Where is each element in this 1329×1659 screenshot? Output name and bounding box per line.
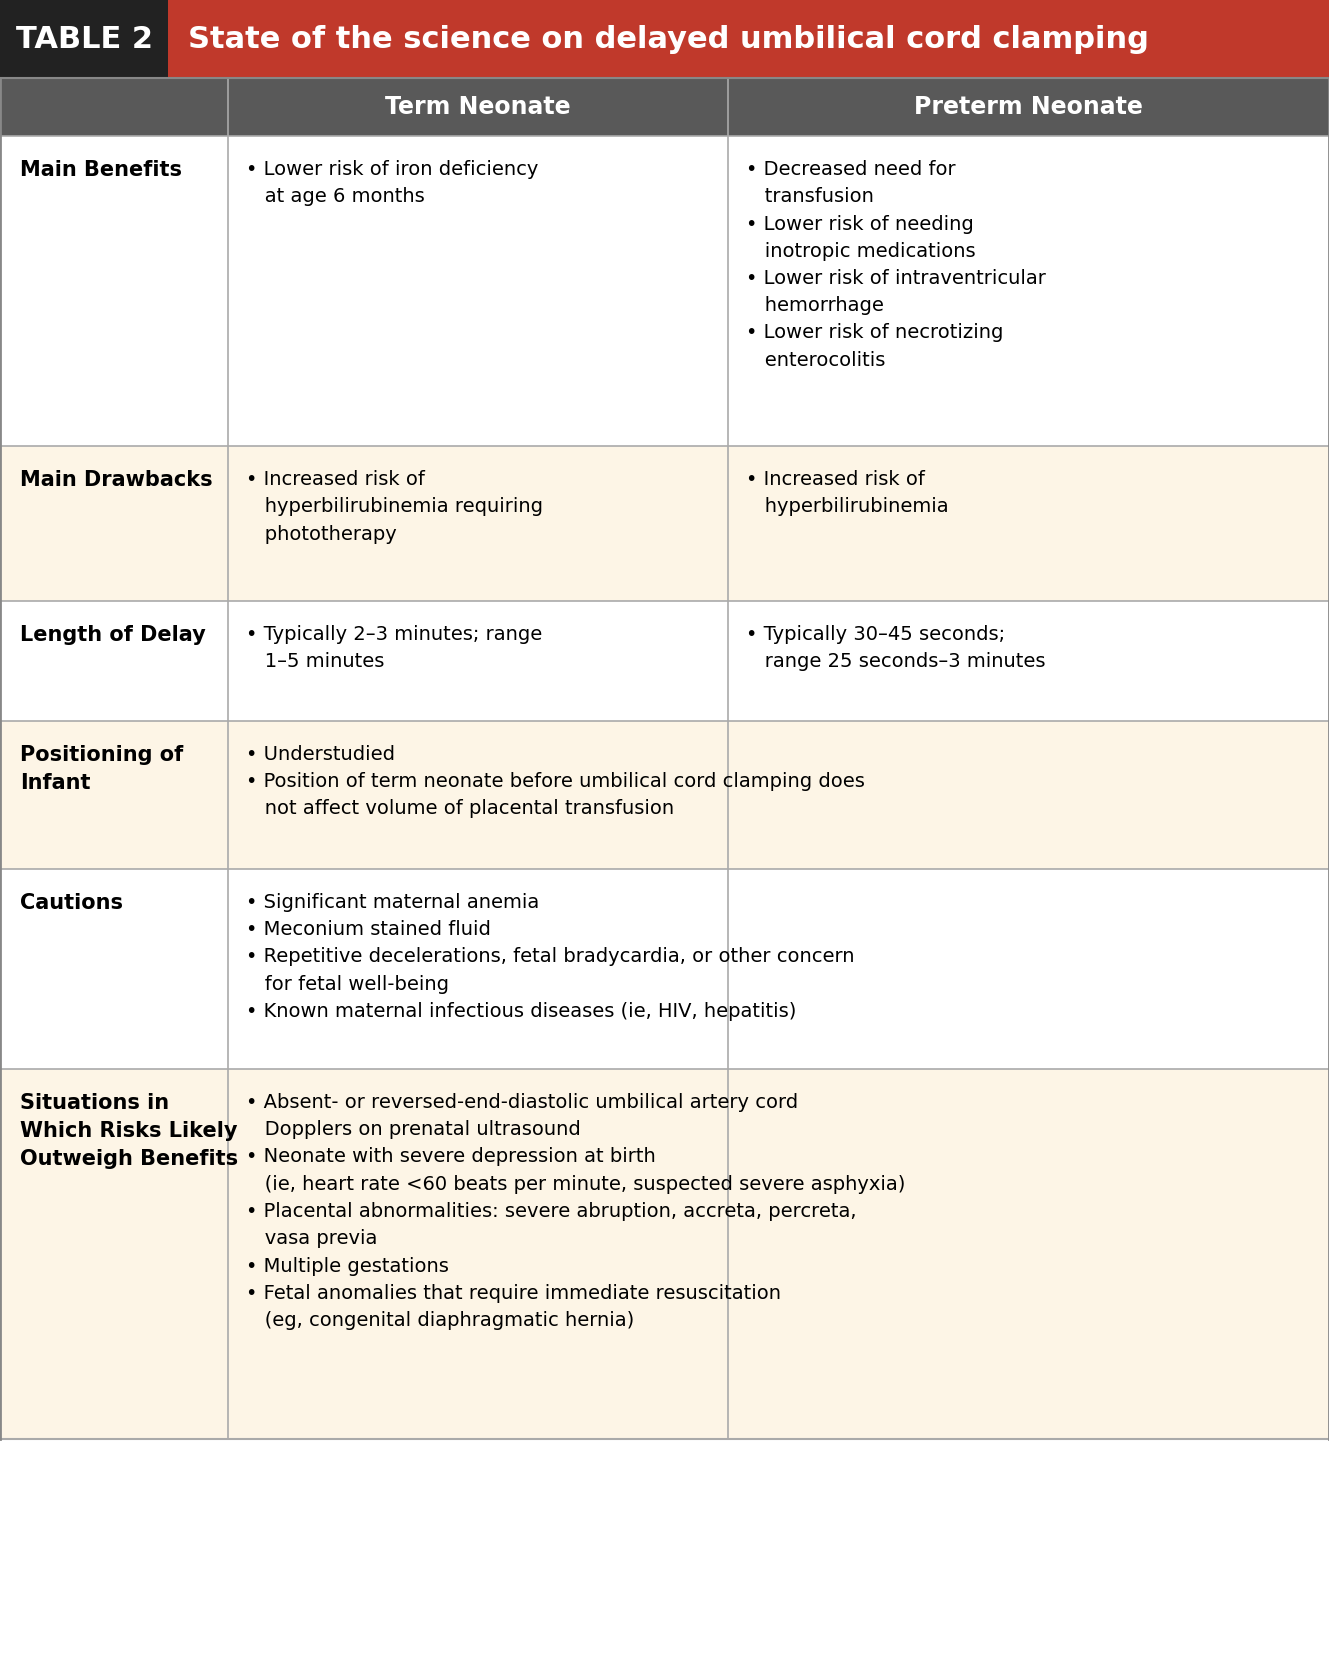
Text: • Decreased need for
   transfusion
• Lower risk of needing
   inotropic medicat: • Decreased need for transfusion • Lower… [746, 159, 1046, 370]
Text: Main Drawbacks: Main Drawbacks [20, 469, 213, 489]
Bar [0, 1068, 1329, 1438]
Text: • Typically 30–45 seconds;
   range 25 seconds–3 minutes: • Typically 30–45 seconds; range 25 seco… [746, 625, 1046, 672]
Text: • Absent- or reversed-end-diastolic umbilical artery cord
   Dopplers on prenata: • Absent- or reversed-end-diastolic umbi… [246, 1093, 905, 1331]
Bar [0, 869, 1329, 1068]
Text: Term Neonate: Term Neonate [385, 95, 571, 119]
Text: State of the science on delayed umbilical cord clamping: State of the science on delayed umbilica… [187, 25, 1148, 53]
Text: TABLE 2: TABLE 2 [16, 25, 153, 53]
Bar [0, 446, 1329, 601]
Text: Positioning of
Infant: Positioning of Infant [20, 745, 183, 793]
Bar [0, 78, 1329, 136]
Text: Main Benefits: Main Benefits [20, 159, 182, 179]
Text: • Typically 2–3 minutes; range
   1–5 minutes: • Typically 2–3 minutes; range 1–5 minut… [246, 625, 542, 672]
Text: Preterm Neonate: Preterm Neonate [914, 95, 1143, 119]
Bar [0, 0, 167, 78]
Bar [0, 136, 1329, 446]
Text: Length of Delay: Length of Delay [20, 625, 206, 645]
Bar [0, 601, 1329, 722]
Text: Cautions: Cautions [20, 893, 124, 912]
Text: • Significant maternal anemia
• Meconium stained fluid
• Repetitive deceleration: • Significant maternal anemia • Meconium… [246, 893, 855, 1020]
Bar [0, 722, 1329, 869]
Bar [167, 0, 1329, 78]
Text: • Lower risk of iron deficiency
   at age 6 months: • Lower risk of iron deficiency at age 6… [246, 159, 538, 206]
Text: • Increased risk of
   hyperbilirubinemia: • Increased risk of hyperbilirubinemia [746, 469, 949, 516]
Text: • Understudied
• Position of term neonate before umbilical cord clamping does
  : • Understudied • Position of term neonat… [246, 745, 865, 818]
Text: Situations in
Which Risks Likely
Outweigh Benefits: Situations in Which Risks Likely Outweig… [20, 1093, 238, 1170]
Text: • Increased risk of
   hyperbilirubinemia requiring
   phototherapy: • Increased risk of hyperbilirubinemia r… [246, 469, 544, 544]
